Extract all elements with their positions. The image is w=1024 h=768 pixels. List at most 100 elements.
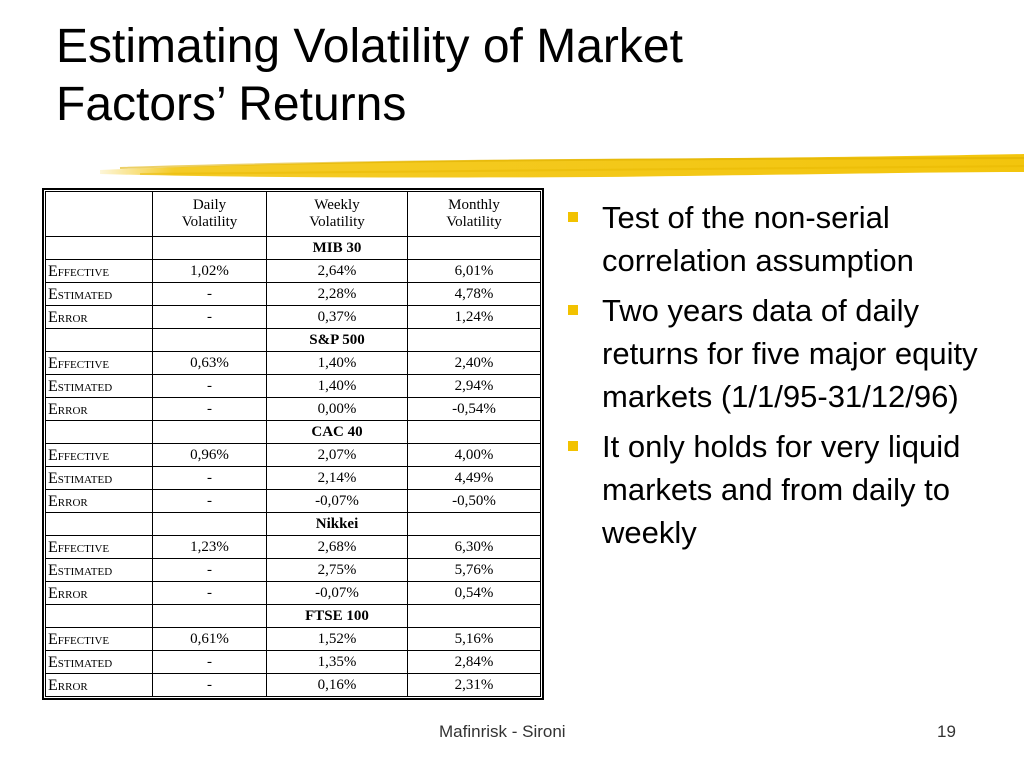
market-name: S&P 500 (266, 328, 408, 352)
daily-volatility-cell: - (152, 282, 267, 306)
monthly-volatility-cell: 5,16% (407, 627, 541, 651)
row-label: Effective (45, 535, 153, 559)
market-header-row: MIB 30 (45, 236, 541, 260)
daily-volatility-cell: - (152, 466, 267, 490)
weekly-volatility-cell: 2,07% (266, 443, 408, 467)
row-label: Error (45, 489, 153, 513)
empty-cell (407, 328, 541, 352)
row-label: Estimated (45, 282, 153, 306)
monthly-volatility-cell: -0,54% (407, 397, 541, 421)
weekly-volatility-cell: 2,75% (266, 558, 408, 582)
table-row: Effective 0,63% 1,40% 2,40% (45, 351, 541, 375)
table-header-weekly: Weekly Volatility (266, 191, 408, 237)
table-header-corner (45, 191, 153, 237)
table-row: Effective 0,96% 2,07% 4,00% (45, 443, 541, 467)
bullet-item: Two years data of daily returns for five… (560, 289, 1000, 418)
volatility-table-frame: Daily Volatility Weekly Volatility Month… (42, 188, 544, 700)
square-bullet-icon (568, 212, 578, 222)
weekly-volatility-cell: 2,14% (266, 466, 408, 490)
weekly-volatility-cell: 0,00% (266, 397, 408, 421)
daily-volatility-cell: - (152, 581, 267, 605)
empty-cell (45, 236, 153, 260)
empty-cell (45, 512, 153, 536)
footer-text: Mafinrisk - Sironi (439, 722, 566, 741)
daily-volatility-cell: - (152, 489, 267, 513)
monthly-volatility-cell: 2,84% (407, 650, 541, 674)
row-label: Estimated (45, 558, 153, 582)
table-row: Estimated -2,28% 4,78% (45, 282, 541, 306)
row-label: Estimated (45, 466, 153, 490)
empty-cell (407, 604, 541, 628)
bullet-list: Test of the non-serial correlation assum… (560, 196, 1000, 561)
daily-volatility-cell: - (152, 558, 267, 582)
monthly-volatility-cell: 1,24% (407, 305, 541, 329)
table-row: Estimated -2,14% 4,49% (45, 466, 541, 490)
table-header-daily: Daily Volatility (152, 191, 267, 237)
row-label: Effective (45, 443, 153, 467)
monthly-volatility-cell: 4,78% (407, 282, 541, 306)
table-row: Error - -0,07% -0,50% (45, 489, 541, 513)
monthly-volatility-cell: 2,94% (407, 374, 541, 398)
monthly-volatility-cell: 2,31% (407, 673, 541, 697)
daily-volatility-cell: - (152, 397, 267, 421)
monthly-volatility-cell: 4,49% (407, 466, 541, 490)
daily-volatility-cell: 1,23% (152, 535, 267, 559)
slide-title-line-2: Factors’ Returns (56, 78, 407, 131)
monthly-volatility-cell: 2,40% (407, 351, 541, 375)
bullet-text: Test of the non-serial correlation assum… (602, 200, 914, 278)
daily-volatility-cell: - (152, 305, 267, 329)
weekly-volatility-cell: 1,52% (266, 627, 408, 651)
monthly-volatility-cell: 6,01% (407, 259, 541, 283)
daily-volatility-cell: 0,61% (152, 627, 267, 651)
daily-volatility-cell: 0,96% (152, 443, 267, 467)
table-row: Estimated -1,40% 2,94% (45, 374, 541, 398)
volatility-table: Daily Volatility Weekly Volatility Month… (45, 191, 541, 697)
weekly-volatility-cell: 1,35% (266, 650, 408, 674)
market-name: MIB 30 (266, 236, 408, 260)
monthly-volatility-cell: -0,50% (407, 489, 541, 513)
row-label: Effective (45, 351, 153, 375)
weekly-volatility-cell: 2,68% (266, 535, 408, 559)
slide-title: Estimating Volatility of Market Factors’… (56, 18, 956, 134)
empty-cell (407, 420, 541, 444)
empty-cell (407, 236, 541, 260)
row-label: Error (45, 581, 153, 605)
highlighter-stroke-decoration (100, 154, 1024, 178)
market-name: CAC 40 (266, 420, 408, 444)
row-label: Estimated (45, 650, 153, 674)
bullet-item: Test of the non-serial correlation assum… (560, 196, 1000, 282)
market-header-row: CAC 40 (45, 420, 541, 444)
row-label: Estimated (45, 374, 153, 398)
market-name: FTSE 100 (266, 604, 408, 628)
bullet-item: It only holds for very liquid markets an… (560, 425, 1000, 554)
daily-volatility-cell: - (152, 374, 267, 398)
weekly-volatility-cell: -0,07% (266, 581, 408, 605)
table-header-monthly: Monthly Volatility (407, 191, 541, 237)
monthly-volatility-cell: 4,00% (407, 443, 541, 467)
daily-volatility-cell: - (152, 673, 267, 697)
row-label: Error (45, 397, 153, 421)
empty-cell (407, 512, 541, 536)
table-header-row: Daily Volatility Weekly Volatility Month… (45, 191, 541, 237)
weekly-volatility-cell: -0,07% (266, 489, 408, 513)
monthly-volatility-cell: 5,76% (407, 558, 541, 582)
table-row: Effective 1,02% 2,64% 6,01% (45, 259, 541, 283)
table-row: Error -0,00% -0,54% (45, 397, 541, 421)
monthly-volatility-cell: 0,54% (407, 581, 541, 605)
empty-cell (45, 604, 153, 628)
daily-volatility-cell: - (152, 650, 267, 674)
weekly-volatility-cell: 0,37% (266, 305, 408, 329)
weekly-volatility-cell: 2,64% (266, 259, 408, 283)
table-row: Estimated -1,35% 2,84% (45, 650, 541, 674)
square-bullet-icon (568, 441, 578, 451)
empty-cell (152, 512, 267, 536)
table-row: Effective 0,61% 1,52% 5,16% (45, 627, 541, 651)
market-header-row: Nikkei (45, 512, 541, 536)
table-row: Estimated -2,75% 5,76% (45, 558, 541, 582)
row-label: Error (45, 673, 153, 697)
empty-cell (152, 420, 267, 444)
table-row: Effective 1,23% 2,68% 6,30% (45, 535, 541, 559)
bullet-text: Two years data of daily returns for five… (602, 293, 978, 414)
table-row: Error -0,37% 1,24% (45, 305, 541, 329)
page-number: 19 (937, 722, 956, 741)
